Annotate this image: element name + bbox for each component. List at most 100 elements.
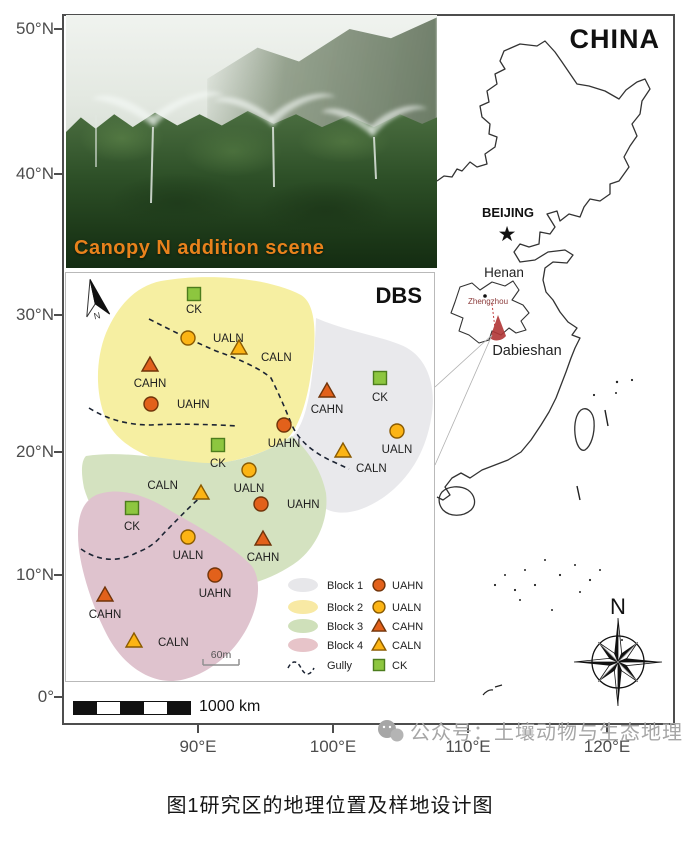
marker-ualn-circle	[389, 423, 405, 439]
dbs-legend-row: Block 1 UAHN	[288, 578, 423, 592]
compass-point	[574, 662, 618, 666]
dbs-site-cahn: CAHN	[134, 355, 167, 390]
dbs-site-label: CAHN	[89, 609, 122, 621]
dbs-site-label: CALN	[147, 480, 178, 492]
dbs-site-label: CK	[186, 304, 202, 316]
dbs-site-label: CALN	[261, 352, 292, 364]
dbs-site-cahn: CAHN	[311, 381, 344, 416]
gully-line	[80, 494, 204, 561]
scalebar-segment	[166, 702, 191, 714]
dabieshan-label: Dabieshan	[492, 343, 561, 359]
dbs-block1	[291, 318, 433, 513]
compass-circle	[591, 635, 645, 689]
legend-block-label: Gully	[327, 660, 353, 672]
marker-uahn-circle	[253, 496, 269, 512]
beijing-label: BEIJING	[482, 205, 534, 220]
y-axis-tick-label: 0°	[37, 687, 54, 706]
marker-ck-square	[124, 500, 140, 516]
dbs-site-caln: CALN	[124, 631, 189, 649]
dbs-site-label: CAHN	[134, 378, 167, 390]
dbs-plot-svg: N DBS CK UALN CALN CAHN UAHN CAHN CK UAHN UALN CALN…	[78, 277, 433, 681]
marker-caln-triangle	[229, 338, 249, 355]
taiwan-outline	[574, 408, 595, 451]
dbs-scalebar	[202, 659, 240, 666]
dbs-legend-row: Block 3 CAHN	[288, 617, 423, 633]
scalebar-segment	[143, 702, 167, 714]
y-axis-tick-label: 40°N	[16, 164, 54, 183]
henan-label: Henan	[484, 265, 524, 280]
dbs-site-uahn: UAHN	[253, 496, 320, 512]
dbs-legend-row: Block 4 CALN	[288, 636, 421, 652]
legend-block-label: Block 3	[327, 621, 363, 633]
dbs-site-uahn: UAHN	[268, 417, 300, 450]
legend-treatment-label: CAHN	[392, 621, 423, 633]
figure-caption: 图1研究区的地理位置及样地设计图	[166, 795, 494, 817]
island-slashes	[482, 409, 609, 696]
x-axis-tick-label: 110°E	[445, 737, 491, 756]
legend-block-label: Block 1	[327, 580, 363, 592]
marker-ualn-circle	[372, 600, 386, 614]
y-axis-tick	[54, 574, 62, 576]
y-axis-tick	[54, 314, 62, 316]
dbs-legend-row: Gully CK	[287, 658, 408, 675]
dbs-site-ck: CK	[124, 500, 140, 533]
china-outline	[436, 40, 651, 516]
dbs-site-caln: CALN	[333, 441, 387, 475]
dbs-site-label: UAHN	[177, 399, 210, 411]
dbs-site-ualn: UALN	[382, 423, 412, 456]
dbs-title: DBS	[376, 283, 422, 308]
scalebar-segment	[120, 702, 144, 714]
y-axis-tick-label: 10°N	[16, 565, 54, 584]
x-axis-tick-label: 100°E	[309, 737, 357, 756]
legend-treatment-label: UALN	[392, 602, 421, 614]
marker-caln-triangle	[191, 483, 211, 500]
dbs-site-ck: CK	[210, 437, 226, 470]
gully-line	[148, 318, 350, 470]
dbs-site-ck: CK	[372, 370, 388, 404]
scalebar-segment	[97, 702, 121, 714]
marker-uahn-circle	[372, 578, 386, 592]
compass-point	[618, 658, 662, 662]
dbs-block4	[78, 491, 259, 681]
zhengzhou-dot	[483, 294, 487, 298]
dbs-site-cahn: CAHN	[247, 529, 280, 564]
watermark-text: 公众号：土壤动物与生态地理	[410, 722, 683, 744]
dbs-site-label: UALN	[234, 483, 265, 495]
marker-caln-triangle	[124, 631, 144, 648]
marker-cahn-triangle	[317, 381, 337, 398]
legend-treatment-label: CK	[392, 660, 408, 672]
dbs-site-label: CALN	[356, 463, 387, 475]
marker-ck-square	[372, 370, 388, 386]
dbs-site-uahn: UAHN	[199, 567, 231, 600]
legend-block-label: Block 2	[327, 602, 363, 614]
legend-block2-swatch	[288, 600, 318, 614]
dbs-site-label: CAHN	[247, 552, 280, 564]
dbs-site-cahn: CAHN	[89, 585, 122, 621]
dbs-site-label: UAHN	[287, 499, 320, 511]
scalebar-segment	[74, 702, 98, 714]
km-scalebar	[73, 701, 191, 715]
sprinkler-sprays	[92, 91, 428, 204]
compass-point	[614, 618, 618, 662]
legend-gully-swatch	[287, 661, 315, 675]
beijing-star-icon: ★	[498, 223, 517, 246]
x-axis-tick	[197, 725, 199, 733]
x-axis-tick-label: 120°E	[583, 737, 631, 756]
legend-treatment-label: UAHN	[392, 580, 423, 592]
watermark: 公众号：土壤动物与生态地理	[376, 716, 683, 745]
dbs-site-label: CK	[372, 392, 388, 404]
compass-north-label: N	[610, 594, 626, 619]
marker-caln-triangle	[333, 441, 353, 458]
china-map: CHINA BEIJING ★ Henan Zhengzhou Dabiesha…	[434, 24, 663, 707]
marker-cahn-triangle	[253, 529, 273, 546]
dbs-site-label: CAHN	[311, 404, 344, 416]
legend-block3-swatch	[288, 619, 318, 633]
dbs-north-label: N	[93, 310, 101, 321]
marker-ck-square	[210, 437, 226, 453]
legend-block-label: Block 4	[327, 640, 363, 652]
legend-treatment-label: CALN	[392, 640, 421, 652]
dbs-legend-row: Block 2 UALN	[288, 600, 421, 614]
marker-ck-square	[186, 286, 202, 302]
legend-block1-swatch	[288, 578, 318, 592]
